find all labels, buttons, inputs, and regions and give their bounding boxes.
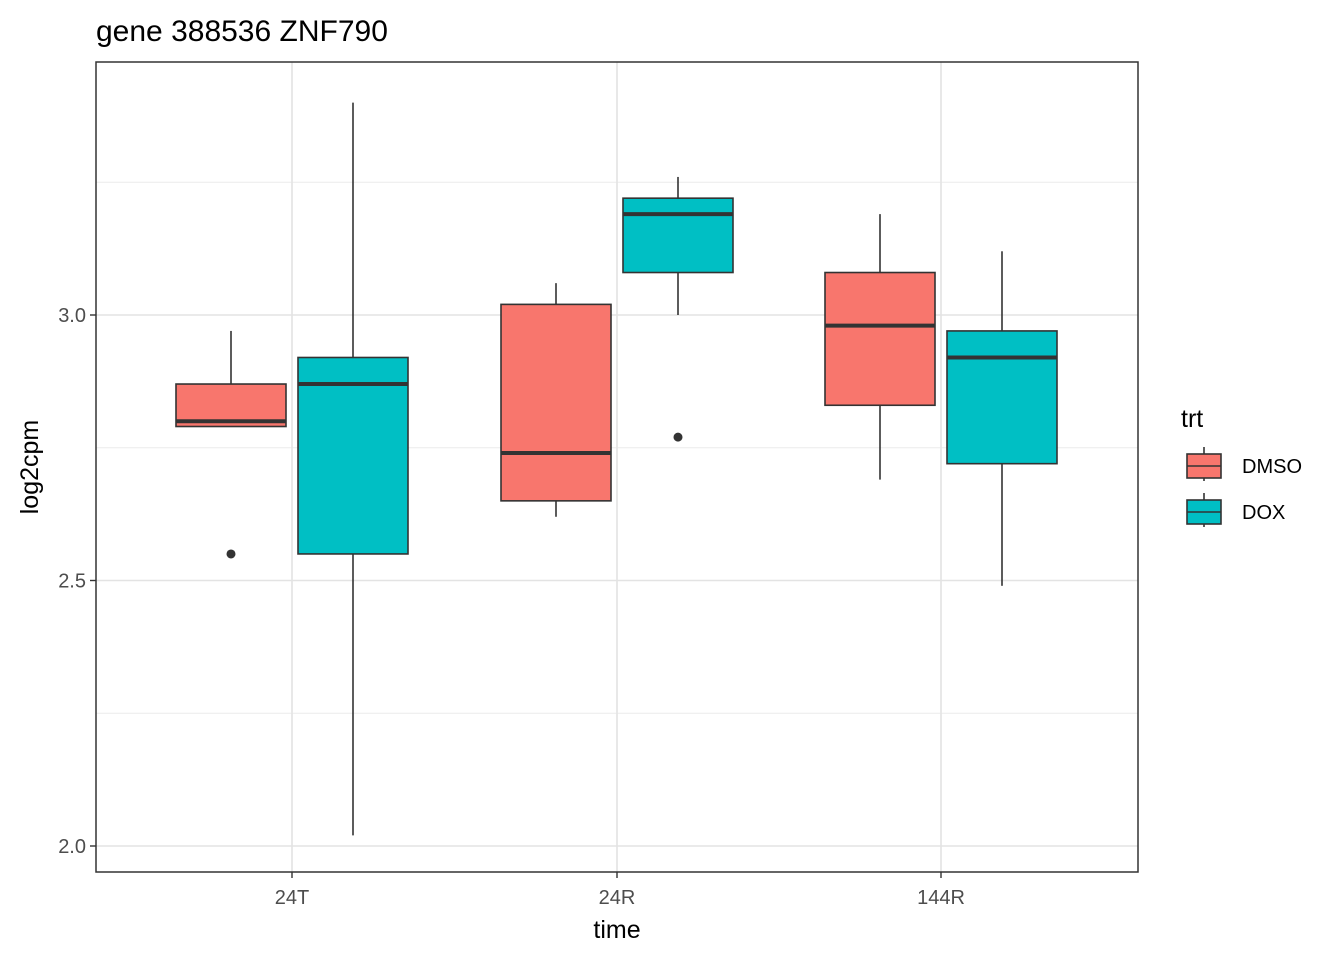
box-iqr bbox=[824, 271, 936, 407]
box-iqr bbox=[622, 197, 734, 274]
box-dmso-24t bbox=[175, 330, 287, 559]
x-tick-label: 144R bbox=[917, 887, 965, 909]
legend-title: trt bbox=[1181, 405, 1203, 433]
legend-label-dox: DOX bbox=[1242, 502, 1285, 524]
y-axis: 2.0 2.5 3.0 bbox=[58, 305, 96, 858]
box-iqr bbox=[946, 330, 1058, 465]
y-tick-label: 2.5 bbox=[58, 571, 86, 593]
outlier-point bbox=[226, 549, 236, 559]
box-layer bbox=[175, 102, 1058, 836]
box-dox-24t bbox=[297, 102, 409, 836]
major-gridlines bbox=[96, 62, 1138, 872]
box-dmso-144r bbox=[824, 214, 936, 480]
x-axis: 24T 24R 144R bbox=[275, 872, 965, 909]
legend: trt DMSO DOX bbox=[1181, 405, 1302, 527]
chart-title: gene 388536 ZNF790 bbox=[96, 15, 388, 48]
legend-label-dmso: DMSO bbox=[1242, 456, 1302, 478]
box-iqr bbox=[297, 356, 409, 555]
x-axis-title: time bbox=[593, 916, 640, 944]
box-iqr bbox=[500, 303, 612, 502]
x-tick-label: 24T bbox=[275, 887, 309, 909]
x-tick-label: 24R bbox=[599, 887, 636, 909]
box-dox-24r bbox=[622, 176, 734, 442]
outlier-point bbox=[673, 432, 683, 442]
legend-key-dox bbox=[1186, 493, 1222, 527]
box-dmso-24r bbox=[500, 283, 612, 517]
legend-key-dmso bbox=[1186, 447, 1222, 481]
y-tick-label: 3.0 bbox=[58, 305, 86, 327]
y-tick-label: 2.0 bbox=[58, 836, 86, 858]
box-dox-144r bbox=[946, 251, 1058, 586]
y-axis-title: log2cpm bbox=[16, 420, 44, 515]
